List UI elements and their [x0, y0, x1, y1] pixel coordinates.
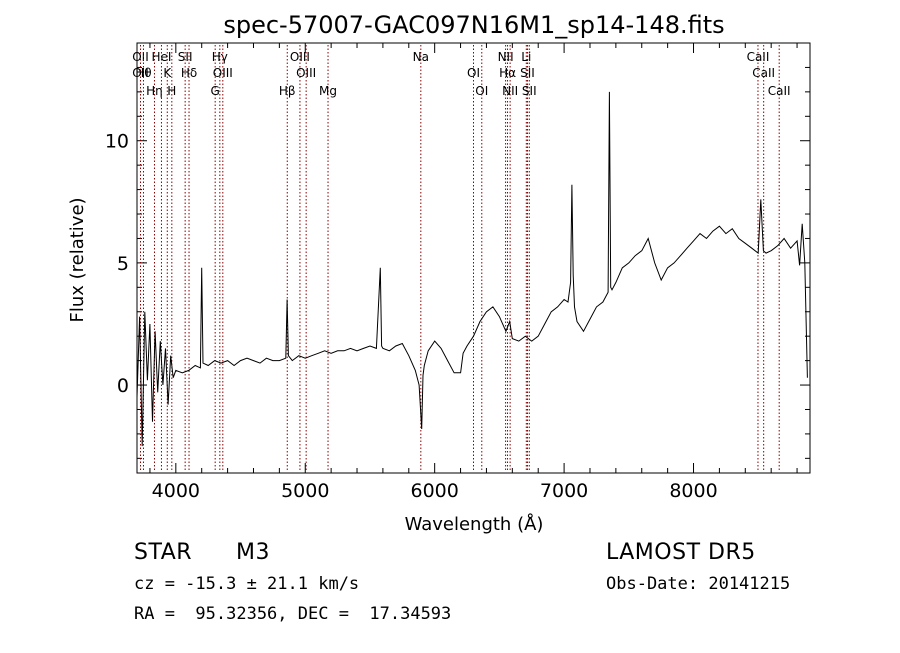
line-id-label: Hθ	[135, 66, 151, 80]
line-id-label: OI	[467, 66, 480, 80]
x-tick-label: 7000	[540, 480, 588, 502]
line-id-label: Hγ	[212, 50, 228, 64]
line-id-label: OIII	[296, 66, 316, 80]
line-id-label: CaII	[752, 66, 775, 80]
line-id-label: Mg	[319, 84, 337, 98]
x-tick-label: 4000	[152, 480, 200, 502]
line-id-label: Hβ	[279, 84, 296, 98]
line-id-label: NII	[502, 84, 518, 98]
line-id-label: NII	[498, 50, 514, 64]
line-id-label: Hδ	[181, 66, 197, 80]
line-id-label: CaII	[747, 50, 770, 64]
line-id-label: Na	[413, 50, 429, 64]
line-id-label: OIII	[290, 50, 310, 64]
line-id-label: G	[211, 84, 220, 98]
chart-title: spec-57007-GAC097N16M1_sp14-148.fits	[223, 11, 724, 39]
survey-name: LAMOST DR5	[606, 540, 756, 565]
line-id-label: Li	[521, 50, 531, 64]
y-axis-label: Flux (relative)	[67, 197, 88, 322]
x-axis-label: Wavelength (Å)	[405, 513, 544, 535]
object-type: STAR	[134, 540, 193, 565]
y-tick-label: 10	[105, 131, 129, 153]
spectrum-line	[136, 91, 808, 447]
line-id-label: CaII	[768, 84, 791, 98]
line-id-label: H	[167, 84, 176, 98]
y-tick-label: 0	[117, 375, 129, 397]
line-id-label: OII	[132, 66, 149, 80]
coordinates: RA = 95.32356, DEC = 17.34593	[134, 604, 452, 624]
x-tick-label: 6000	[410, 480, 458, 502]
x-tick-label: 8000	[669, 480, 717, 502]
line-id-label: SII	[520, 66, 535, 80]
line-id-label: SII	[522, 84, 537, 98]
line-id-label: Hα	[499, 66, 516, 80]
line-id-label: HeI	[151, 50, 171, 64]
object-subclass: M3	[236, 540, 270, 565]
line-id-label: Hη	[146, 84, 163, 98]
line-id-label: K	[163, 66, 172, 80]
line-id-label: SII	[178, 50, 193, 64]
line-id-label: OII	[132, 50, 149, 64]
line-id-label: OIII	[213, 66, 233, 80]
observation-date: Obs-Date: 20141215	[606, 574, 791, 594]
redshift-velocity: cz = -15.3 ± 21.1 km/s	[134, 574, 360, 594]
x-tick-label: 5000	[281, 480, 329, 502]
y-tick-label: 5	[117, 253, 129, 275]
plot-frame	[136, 42, 811, 474]
line-id-label: OI	[475, 84, 488, 98]
